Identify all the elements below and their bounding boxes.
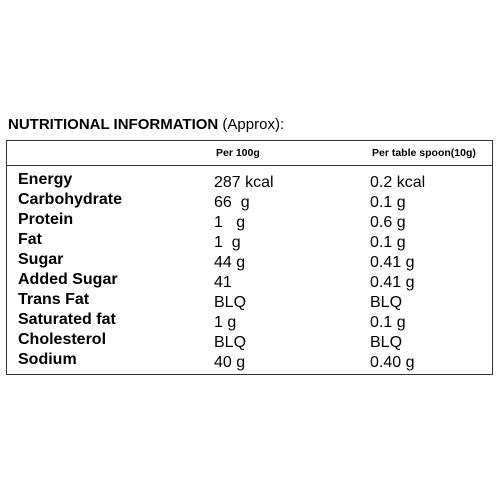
nutrient-name: Energy [18,171,73,188]
value-per-100g: 1 g [214,314,237,331]
table-row: Saturated fat 1 g 0.1 g [7,310,492,331]
header-divider [7,165,492,166]
nutrient-name: Carbohydrate [18,191,123,208]
value-per-tablespoon: 0.6 g [370,214,406,231]
value-per-100g: 40 g [214,354,246,371]
value-per-100g: 41 [214,274,232,291]
heading-subtitle: (Approx): [218,116,285,133]
value-per-100g: 1 g [214,214,246,231]
value-per-100g: BLQ [214,294,247,311]
nutrient-name: Fat [18,231,42,248]
nutrient-name: Sodium [18,351,77,368]
table-row: Energy 287 kcal 0.2 kcal [7,170,492,191]
nutrient-name: Cholesterol [18,331,107,348]
table-row: Added Sugar 41 0.41 g [7,270,492,291]
value-per-100g: BLQ [214,334,247,351]
table-row: Sodium 40 g 0.40 g [7,350,492,371]
nutrition-heading: NUTRITIONAL INFORMATION (Approx): [8,116,284,133]
nutrient-rows: Energy 287 kcal 0.2 kcal Carbohydrate 66… [7,170,492,371]
nutrition-table: Per 100g Per table spoon(10g) Energy 287… [6,140,493,375]
value-per-tablespoon: BLQ [370,294,403,311]
column-header-per-tablespoon: Per table spoon(10g) [372,147,476,159]
nutrient-name: Protein [18,211,74,228]
table-row: Carbohydrate 66 g 0.1 g [7,190,492,211]
value-per-tablespoon: 0.1 g [370,314,406,331]
value-per-100g: 287 kcal [214,174,274,191]
value-per-tablespoon: 0.2 kcal [370,174,426,191]
value-per-tablespoon: BLQ [370,334,403,351]
value-per-100g: 66 g [214,194,250,211]
value-per-tablespoon: 0.1 g [370,194,406,211]
table-row: Sugar 44 g 0.41 g [7,250,492,271]
table-row: Cholesterol BLQ BLQ [7,330,492,351]
heading-title: NUTRITIONAL INFORMATION [8,116,219,133]
nutrient-name: Saturated fat [18,311,116,328]
value-per-100g: 44 g [214,254,246,271]
table-row: Fat 1 g 0.1 g [7,230,492,251]
nutrient-name: Added Sugar [18,271,118,288]
nutrient-name: Sugar [18,251,64,268]
value-per-tablespoon: 0.40 g [370,354,415,371]
table-row: Trans Fat BLQ BLQ [7,290,492,311]
column-header-per-100g: Per 100g [216,147,260,159]
nutrient-name: Trans Fat [18,291,90,308]
value-per-tablespoon: 0.41 g [370,274,415,291]
value-per-tablespoon: 0.1 g [370,234,406,251]
table-row: Protein 1 g 0.6 g [7,210,492,231]
value-per-tablespoon: 0.41 g [370,254,415,271]
value-per-100g: 1 g [214,234,241,251]
